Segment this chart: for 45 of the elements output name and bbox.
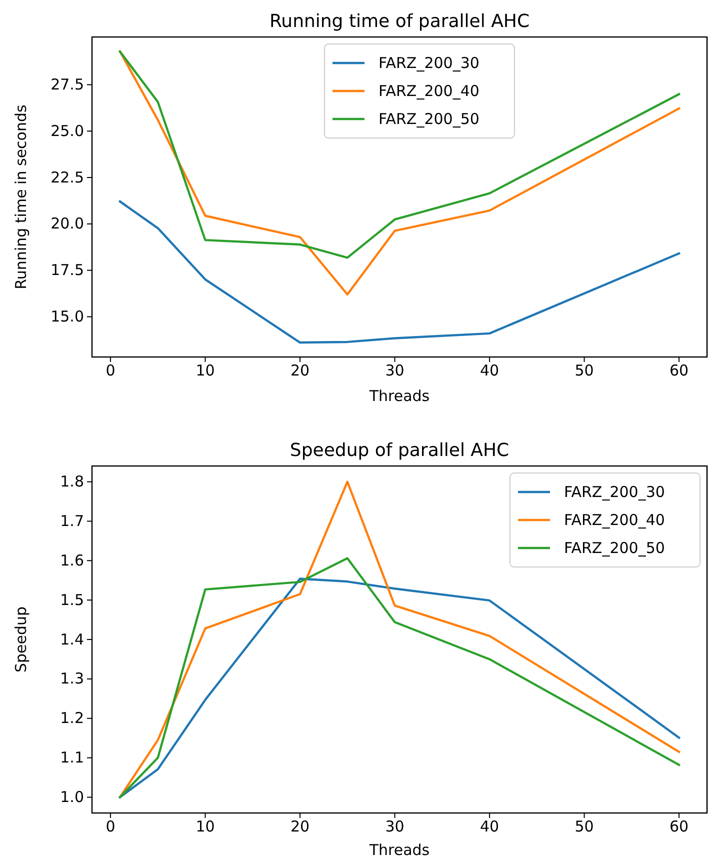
chart-title: Running time of parallel AHC (269, 11, 530, 32)
legend-label: FARZ_200_50 (378, 110, 480, 128)
y-tick-label: 1.3 (60, 670, 84, 688)
x-axis-title: Threads (368, 841, 430, 859)
y-tick-label: 1.4 (60, 630, 84, 648)
x-tick-label: 20 (290, 362, 310, 380)
x-tick-label: 10 (196, 818, 215, 836)
x-tick-label: 40 (480, 362, 500, 380)
y-tick-label: 1.5 (60, 590, 84, 609)
x-tick-label: 40 (480, 818, 500, 836)
x-tick-label: 10 (196, 362, 215, 380)
y-tick-label: 1.2 (60, 709, 84, 728)
legend-label: FARZ_200_30 (564, 483, 665, 501)
y-tick-label: 27.5 (50, 76, 84, 94)
x-tick-label: 60 (670, 362, 689, 380)
y-tick-label: 1.6 (60, 551, 84, 570)
chart-title: Speedup of parallel AHC (290, 440, 510, 461)
x-tick-label: 60 (670, 818, 689, 836)
line-series (118, 200, 680, 344)
legend-label: FARZ_200_50 (564, 539, 665, 557)
y-axis-title: Running time in seconds (12, 104, 30, 290)
y-tick-label: 15.0 (50, 308, 84, 326)
x-tick-label: 0 (106, 818, 116, 836)
legend-label: FARZ_200_40 (378, 82, 480, 100)
line-series (118, 50, 680, 296)
x-tick-label: 30 (385, 362, 404, 380)
y-tick-label: 1.1 (60, 748, 84, 767)
x-tick-label: 20 (290, 818, 310, 836)
x-tick-label: 50 (574, 362, 594, 380)
y-tick-label: 22.5 (50, 168, 84, 186)
legend-label: FARZ_200_30 (378, 54, 480, 72)
x-tick-label: 50 (574, 818, 594, 836)
y-tick-label: 1.8 (60, 472, 84, 491)
x-axis-title: Threads (368, 387, 430, 405)
y-tick-label: 20.0 (50, 214, 84, 233)
x-tick-label: 30 (385, 818, 404, 836)
y-axis-title: Speedup (12, 606, 30, 673)
y-tick-label: 17.5 (50, 261, 84, 280)
y-tick-label: 1.7 (60, 512, 84, 530)
y-tick-label: 1.0 (60, 788, 84, 806)
line-series (118, 480, 680, 798)
y-tick-label: 25.0 (50, 122, 84, 140)
line-series (118, 50, 680, 259)
x-tick-label: 0 (106, 362, 116, 380)
legend-label: FARZ_200_40 (564, 511, 665, 529)
